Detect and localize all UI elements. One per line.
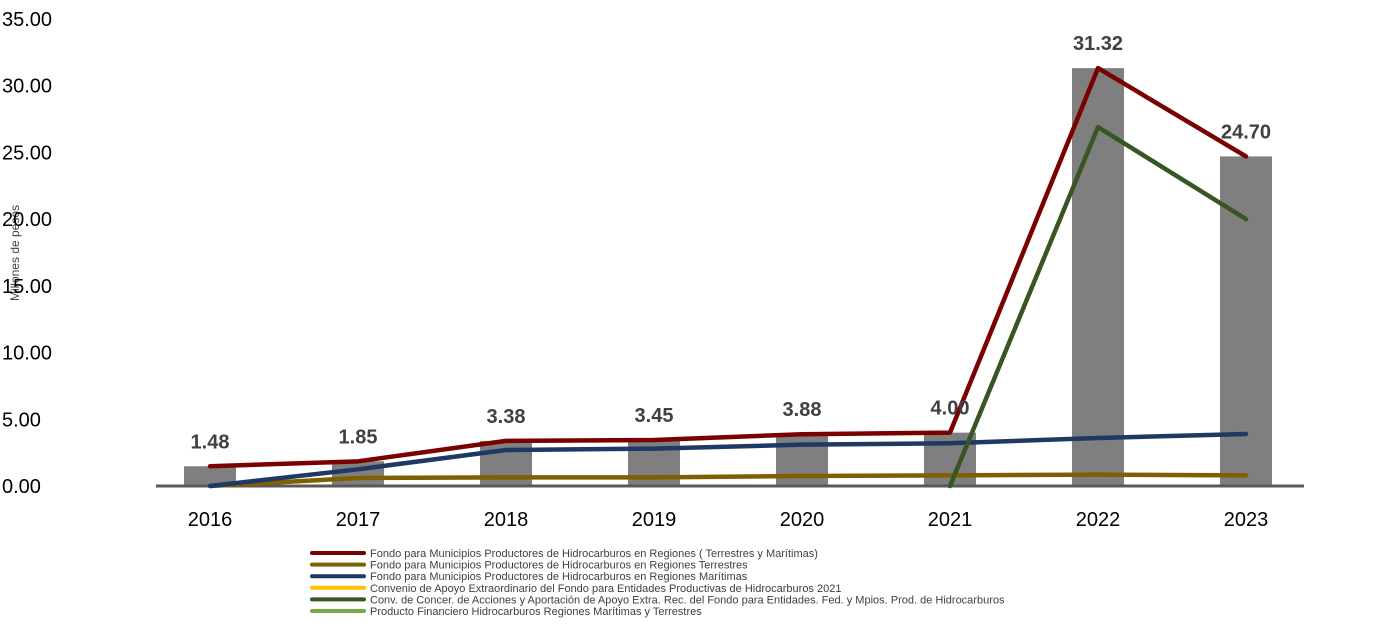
y-tick-label: 15.00 <box>2 276 52 298</box>
y-axis-ticks: 0.00 5.00 10.00 15.00 20.00 25.00 30.00 35.00 <box>2 9 52 498</box>
y-tick-label: 35.00 <box>2 9 52 31</box>
series-lines <box>207 65 1249 489</box>
x-tick-label: 2018 <box>484 509 529 531</box>
data-label: 3.38 <box>487 406 526 428</box>
bar <box>184 466 236 486</box>
x-tick-label: 2020 <box>780 509 825 531</box>
y-tick-label: 30.00 <box>2 76 52 98</box>
data-label: 1.85 <box>339 426 378 448</box>
legend-entry: Convenio de Apoyo Extraordinario del Fon… <box>370 583 841 595</box>
legend-entry: Fondo para Municipios Productores de Hid… <box>370 560 748 572</box>
series-line <box>207 472 1249 489</box>
x-tick-label: 2023 <box>1224 509 1269 531</box>
y-tick-label: 10.00 <box>2 343 52 365</box>
data-labels: 1.48 1.85 3.38 3.45 3.88 4.00 31.32 24.70 <box>191 33 1272 453</box>
data-label: 24.70 <box>1221 121 1271 143</box>
data-label: 31.32 <box>1073 33 1123 55</box>
x-tick-label: 2017 <box>336 509 381 531</box>
x-tick-label: 2019 <box>632 509 677 531</box>
bar <box>1220 156 1272 486</box>
series-line <box>947 124 1249 489</box>
legend-entry: Producto Financiero Hidrocarburos Region… <box>370 606 702 618</box>
data-label: 4.00 <box>931 398 970 420</box>
legend-entry: Fondo para Municipios Productores de Hid… <box>370 571 748 583</box>
x-tick-label: 2016 <box>188 509 233 531</box>
x-tick-label: 2021 <box>928 509 973 531</box>
y-tick-label: 0.00 <box>2 476 41 498</box>
y-tick-label: 5.00 <box>2 409 41 431</box>
legend: Fondo para Municipios Productores de Hid… <box>310 548 1005 618</box>
x-axis-ticks: 2016 2017 2018 2019 2020 2021 2022 2023 <box>188 509 1269 531</box>
y-tick-label: 20.00 <box>2 209 52 231</box>
legend-entry: Fondo para Municipios Productores de Hid… <box>370 548 818 560</box>
data-label: 3.88 <box>783 399 822 421</box>
legend-entry: Conv. de Concer. de Acciones y Aportació… <box>370 594 1005 606</box>
series-line <box>207 65 1249 469</box>
data-label: 1.48 <box>191 431 230 453</box>
x-tick-label: 2022 <box>1076 509 1121 531</box>
series-line <box>207 431 1249 489</box>
data-label: 3.45 <box>635 405 674 427</box>
bars <box>184 68 1272 486</box>
y-axis-label: Millones de pesos <box>8 205 22 301</box>
y-tick-label: 25.00 <box>2 142 52 164</box>
